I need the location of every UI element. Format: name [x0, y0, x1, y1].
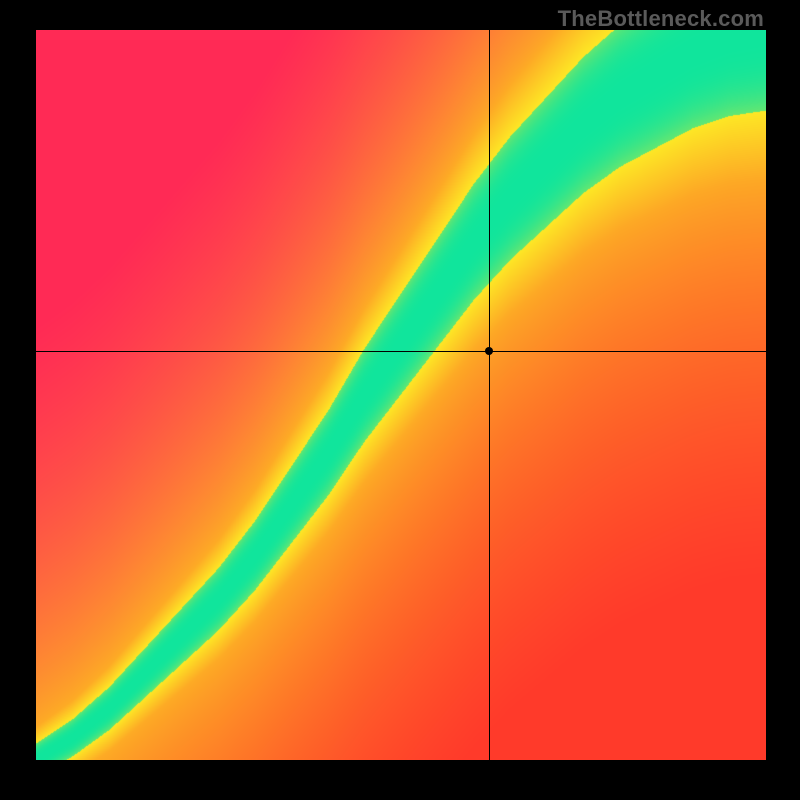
heatmap-canvas — [36, 30, 766, 760]
watermark: TheBottleneck.com — [558, 6, 764, 32]
crosshair-horizontal — [36, 351, 766, 352]
selection-marker — [485, 347, 493, 355]
bottleneck-heatmap — [36, 30, 766, 760]
crosshair-vertical — [489, 30, 490, 760]
